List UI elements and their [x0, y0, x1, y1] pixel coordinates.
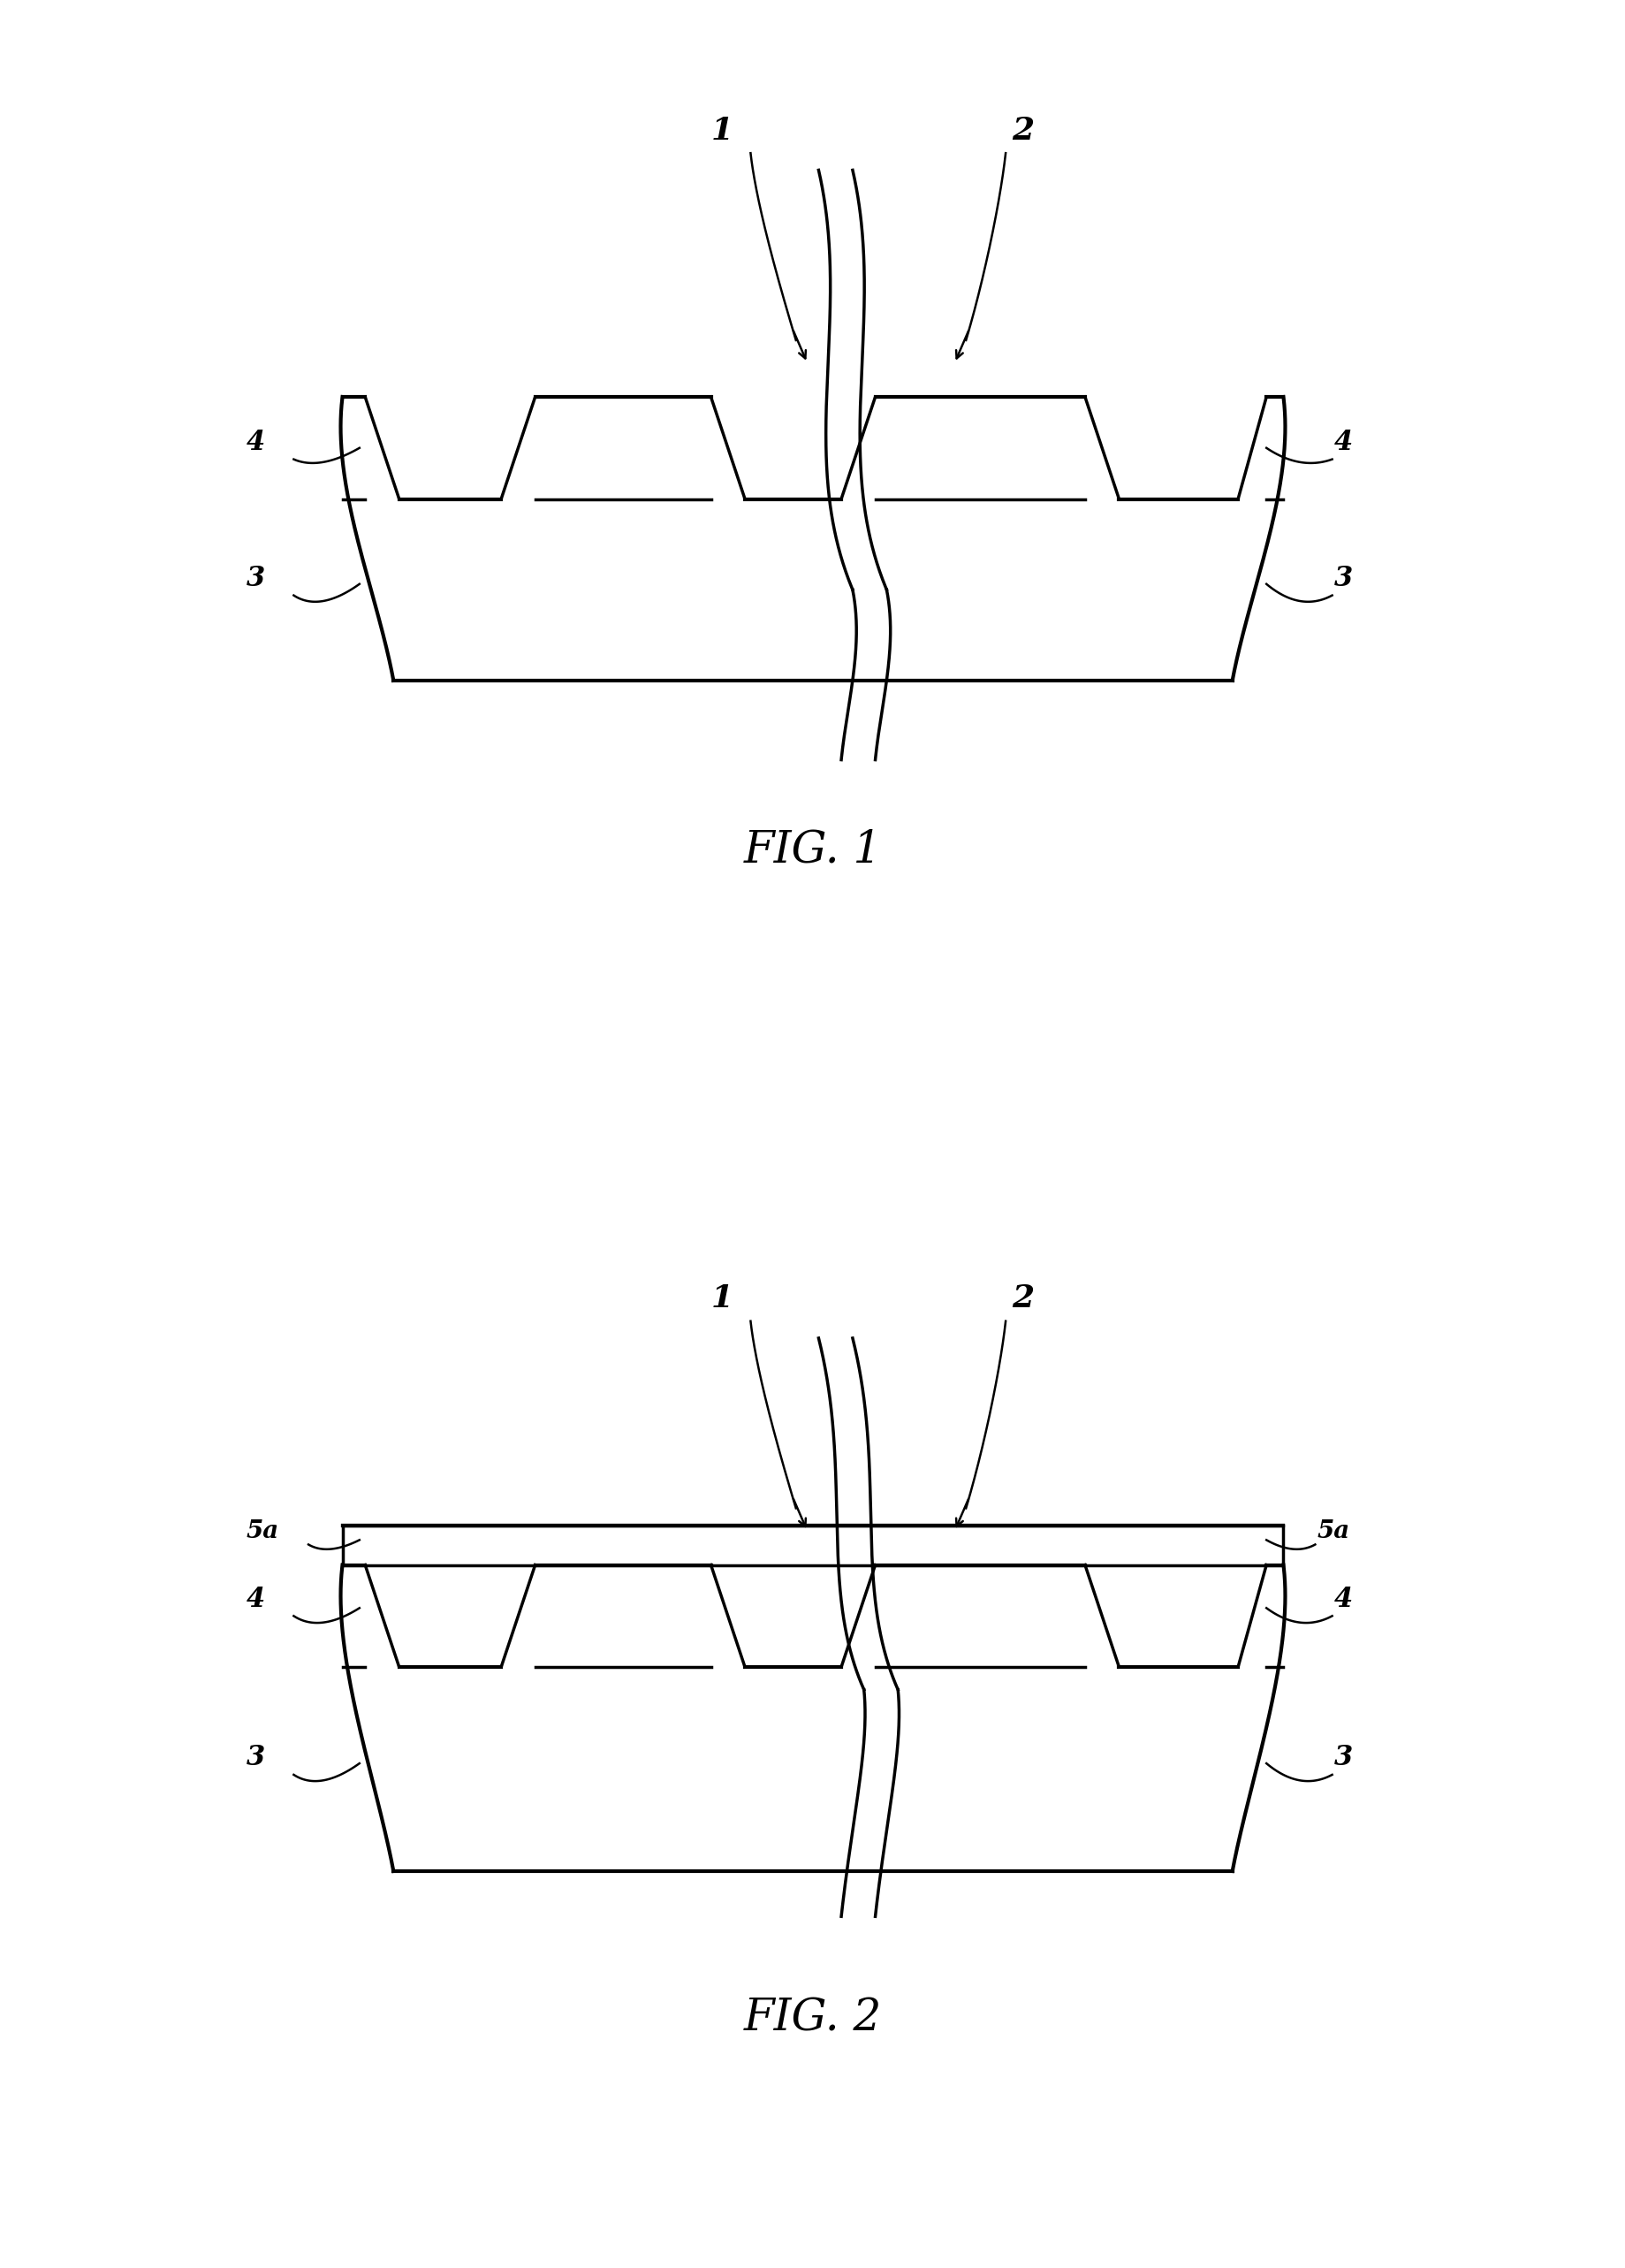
Bar	[343, 1524, 1282, 1565]
Text: 2: 2	[1011, 116, 1034, 145]
Text: FIG. 2: FIG. 2	[744, 1996, 881, 2041]
Text: 1: 1	[710, 1284, 733, 1313]
Text: 4: 4	[1334, 429, 1352, 456]
Text: 2: 2	[1011, 1284, 1034, 1313]
Text: 1: 1	[710, 116, 733, 145]
Text: 4: 4	[1334, 1585, 1352, 1613]
Text: 3: 3	[1334, 1744, 1352, 1771]
Text: 3: 3	[245, 565, 265, 592]
Text: 4: 4	[245, 1585, 265, 1613]
Text: 5a: 5a	[245, 1520, 279, 1542]
Text: 3: 3	[245, 1744, 265, 1771]
Text: 4: 4	[245, 429, 265, 456]
Text: FIG. 1: FIG. 1	[744, 828, 881, 873]
Text: 3: 3	[1334, 565, 1352, 592]
Text: 5a: 5a	[1316, 1520, 1350, 1542]
